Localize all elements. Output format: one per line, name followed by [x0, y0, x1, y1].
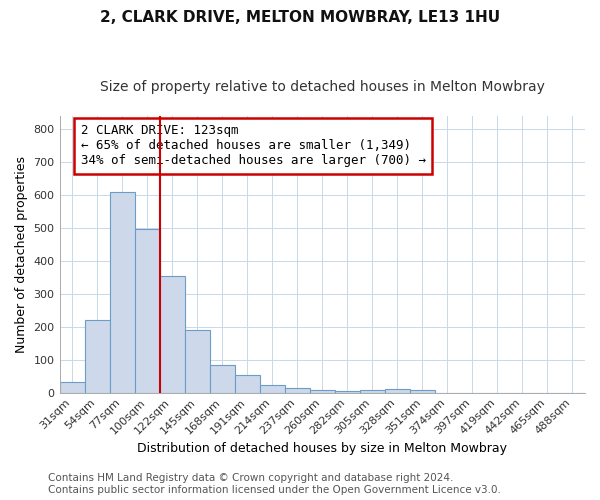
Bar	[385, 390, 410, 392]
Y-axis label: Number of detached properties: Number of detached properties	[15, 156, 28, 353]
Bar	[235, 376, 260, 392]
Text: 2 CLARK DRIVE: 123sqm
← 65% of detached houses are smaller (1,349)
34% of semi-d: 2 CLARK DRIVE: 123sqm ← 65% of detached …	[80, 124, 425, 168]
Bar	[110, 192, 134, 392]
Text: 2, CLARK DRIVE, MELTON MOWBRAY, LE13 1HU: 2, CLARK DRIVE, MELTON MOWBRAY, LE13 1HU	[100, 10, 500, 25]
Bar	[160, 276, 185, 392]
Bar	[410, 390, 435, 392]
Bar	[260, 386, 285, 392]
Bar	[310, 390, 335, 392]
X-axis label: Distribution of detached houses by size in Melton Mowbray: Distribution of detached houses by size …	[137, 442, 507, 455]
Title: Size of property relative to detached houses in Melton Mowbray: Size of property relative to detached ho…	[100, 80, 545, 94]
Bar	[185, 330, 209, 392]
Bar	[85, 320, 110, 392]
Bar	[335, 391, 360, 392]
Bar	[134, 229, 160, 392]
Bar	[285, 388, 310, 392]
Bar	[59, 382, 85, 392]
Bar	[209, 366, 235, 392]
Bar	[360, 390, 385, 392]
Text: Contains HM Land Registry data © Crown copyright and database right 2024.
Contai: Contains HM Land Registry data © Crown c…	[48, 474, 501, 495]
